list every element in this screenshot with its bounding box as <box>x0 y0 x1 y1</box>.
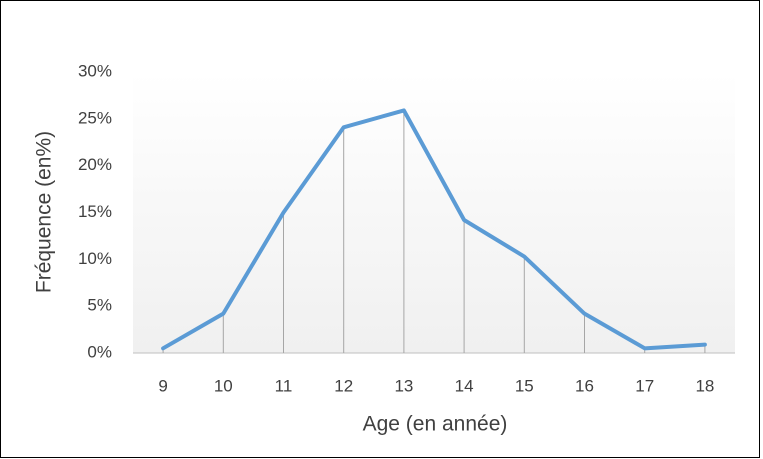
x-axis-title: Age (en année) <box>363 413 508 436</box>
x-tick-label: 14 <box>455 376 474 395</box>
y-tick-label: 0% <box>87 342 112 361</box>
x-tick-label: 18 <box>695 376 714 395</box>
y-tick-label: 15% <box>78 202 112 221</box>
x-tick-label: 16 <box>575 376 594 395</box>
x-tick-label: 9 <box>158 376 167 395</box>
y-tick-label: 25% <box>78 108 112 127</box>
x-tick-label: 11 <box>275 376 293 395</box>
y-tick-label: 10% <box>78 249 112 268</box>
y-tick-label: 20% <box>78 155 112 174</box>
y-tick-label: 30% <box>78 61 112 80</box>
plot-area <box>133 72 735 353</box>
data-line <box>161 108 707 351</box>
x-tick-label: 13 <box>394 376 413 395</box>
y-axis-title: Fréquence (en%) <box>33 131 56 293</box>
y-tick-label: 5% <box>87 296 112 315</box>
x-tick-label: 17 <box>635 376 654 395</box>
x-tick-label: 15 <box>515 376 534 395</box>
x-tick-label: 12 <box>334 376 353 395</box>
x-tick-label: 10 <box>214 376 233 395</box>
